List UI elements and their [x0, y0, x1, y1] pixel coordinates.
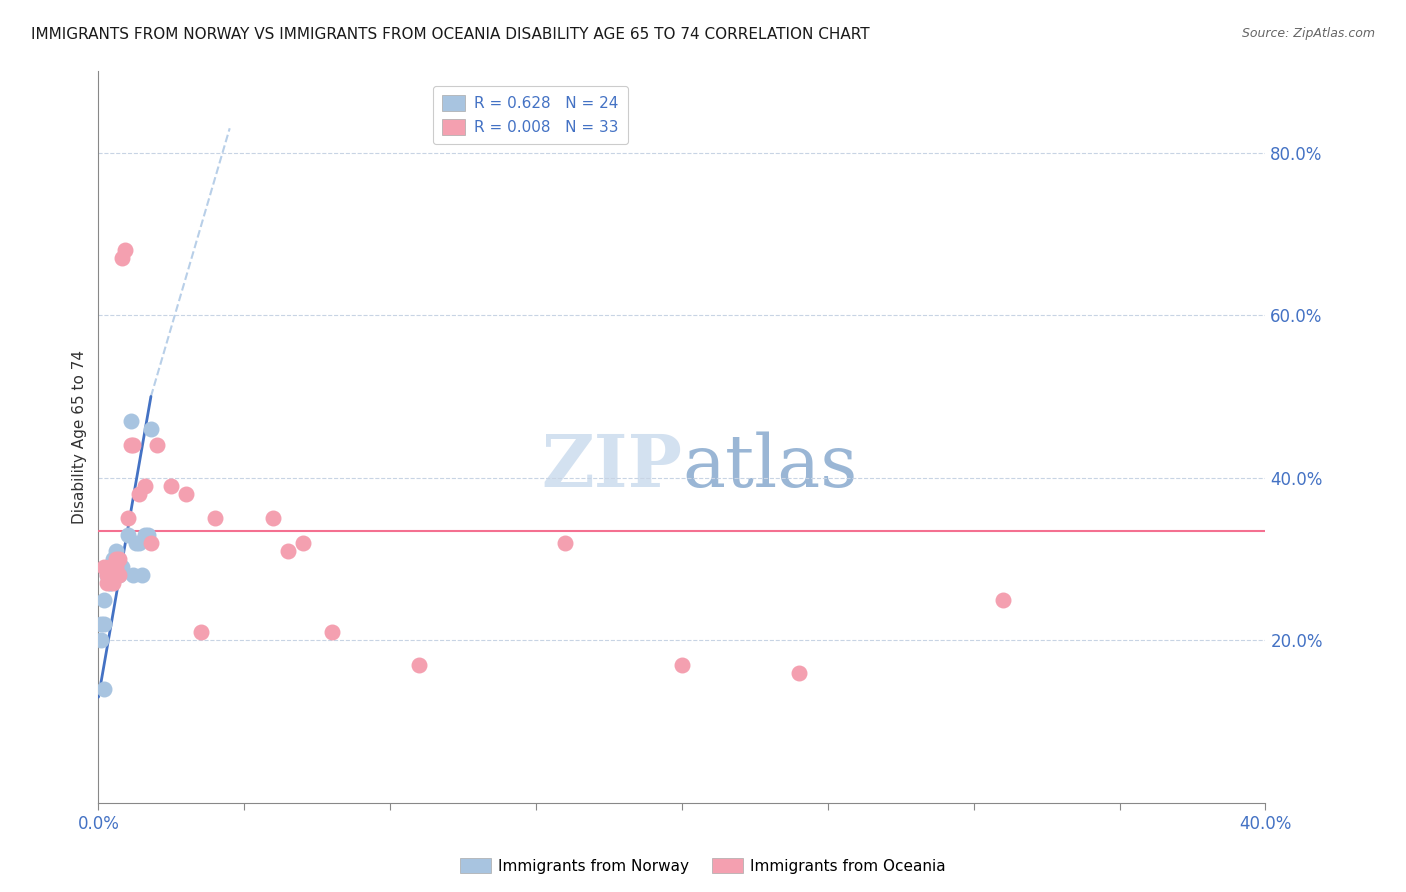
Point: [120, 438, 142, 452]
Point: [134, 527, 156, 541]
Point: [117, 527, 139, 541]
Y-axis label: Disability Age 65 to 74: Disability Age 65 to 74: [72, 350, 87, 524]
Point: [93, 617, 115, 632]
Point: [554, 535, 576, 549]
Point: [93, 592, 115, 607]
Legend: Immigrants from Norway, Immigrants from Oceania: Immigrants from Norway, Immigrants from …: [454, 852, 952, 880]
Point: [787, 665, 810, 680]
Point: [321, 625, 343, 640]
Text: IMMIGRANTS FROM NORWAY VS IMMIGRANTS FROM OCEANIA DISABILITY AGE 65 TO 74 CORREL: IMMIGRANTS FROM NORWAY VS IMMIGRANTS FRO…: [31, 27, 869, 42]
Point: [277, 544, 299, 558]
Point: [146, 438, 169, 452]
Point: [101, 576, 124, 591]
Point: [136, 527, 159, 541]
Point: [90, 633, 112, 648]
Point: [117, 511, 139, 525]
Point: [122, 438, 145, 452]
Point: [125, 535, 148, 549]
Point: [139, 535, 162, 549]
Point: [104, 552, 127, 566]
Point: [108, 552, 131, 566]
Point: [190, 625, 212, 640]
Legend: R = 0.628   N = 24, R = 0.008   N = 33: R = 0.628 N = 24, R = 0.008 N = 33: [433, 87, 627, 145]
Text: Source: ZipAtlas.com: Source: ZipAtlas.com: [1241, 27, 1375, 40]
Text: atlas: atlas: [682, 431, 858, 501]
Point: [98, 576, 121, 591]
Point: [96, 576, 118, 591]
Point: [262, 511, 284, 525]
Point: [671, 657, 693, 672]
Point: [98, 560, 121, 574]
Point: [160, 479, 183, 493]
Point: [96, 568, 118, 582]
Point: [104, 560, 127, 574]
Point: [108, 568, 131, 582]
Point: [134, 479, 156, 493]
Point: [991, 592, 1014, 607]
Point: [174, 487, 197, 501]
Point: [93, 681, 115, 696]
Point: [122, 568, 145, 582]
Point: [139, 422, 162, 436]
Point: [131, 568, 153, 582]
Point: [96, 568, 118, 582]
Point: [111, 252, 134, 266]
Point: [291, 535, 314, 549]
Point: [101, 552, 124, 566]
Point: [104, 560, 127, 574]
Point: [204, 511, 226, 525]
Point: [120, 414, 142, 428]
Point: [96, 560, 118, 574]
Point: [90, 617, 112, 632]
Point: [128, 535, 150, 549]
Point: [408, 657, 430, 672]
Point: [114, 243, 136, 257]
Point: [108, 568, 131, 582]
Point: [111, 560, 134, 574]
Point: [93, 560, 115, 574]
Point: [101, 568, 124, 582]
Point: [98, 576, 121, 591]
Text: ZIP: ZIP: [541, 431, 682, 502]
Point: [128, 487, 150, 501]
Point: [104, 544, 127, 558]
Point: [101, 560, 124, 574]
Point: [98, 568, 121, 582]
